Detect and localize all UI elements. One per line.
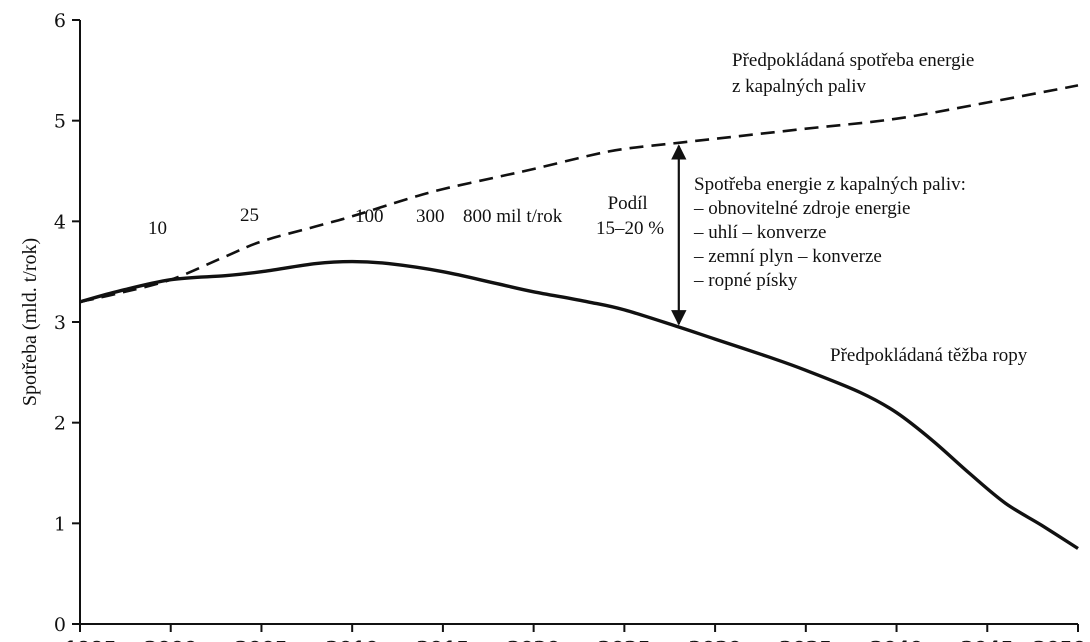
share-label-line-1: Podíl bbox=[608, 193, 648, 214]
x-tick-label: 1995 bbox=[64, 637, 117, 642]
y-tick-label: 0 bbox=[54, 614, 66, 636]
gap-value-25: 25 bbox=[240, 205, 259, 226]
series-line-consumption bbox=[79, 84, 1079, 304]
y-tick-label: 1 bbox=[54, 513, 66, 535]
x-tick-label: 2005 bbox=[235, 637, 288, 642]
x-tick-label: 2020 bbox=[507, 637, 560, 642]
y-ticks: 0 1 2 3 4 5 6 bbox=[54, 10, 80, 636]
gap-annotation-item-3: – zemní plyn – konverze bbox=[693, 246, 882, 267]
gap-value-800: 800 mil t/rok bbox=[463, 206, 563, 227]
y-axis-title: Spotřeba (mld. t/rok) bbox=[19, 238, 41, 406]
gap-value-10: 10 bbox=[148, 218, 167, 239]
y-tick-label: 5 bbox=[54, 111, 66, 133]
x-tick-label: 2035 bbox=[779, 637, 832, 642]
y-tick-label: 3 bbox=[54, 312, 66, 334]
x-tick-label: 2030 bbox=[689, 637, 742, 642]
gap-annotation-item-2: – uhlí – konverze bbox=[693, 222, 826, 243]
x-tick-label: 2040 bbox=[870, 637, 923, 642]
gap-annotation-title: Spotřeba energie z kapalných paliv: bbox=[694, 174, 966, 195]
series-line-oil-production bbox=[79, 259, 1079, 550]
series-label-consumption: Předpokládaná spotřeba energie z kapalný… bbox=[732, 50, 979, 97]
gap-value-100: 100 bbox=[355, 206, 384, 227]
share-label-line-2: 15–20 % bbox=[596, 218, 664, 239]
series-label-oil-production: Předpokládaná těžba ropy bbox=[830, 345, 1028, 366]
x-tick-label: 2010 bbox=[326, 637, 379, 642]
y-tick-label: 6 bbox=[54, 10, 66, 32]
y-tick-label: 2 bbox=[54, 413, 66, 435]
y-tick-label: 4 bbox=[54, 211, 66, 233]
share-label: Podíl 15–20 % bbox=[596, 193, 664, 239]
x-tick-label: 2025 bbox=[598, 637, 651, 642]
gap-annotation: Spotřeba energie z kapalných paliv: – ob… bbox=[693, 174, 971, 291]
x-tick-label: 2050 bbox=[1033, 637, 1086, 642]
gap-value-300: 300 bbox=[416, 206, 445, 227]
x-tick-label: 2045 bbox=[961, 637, 1014, 642]
x-ticks: 1995 2000 2005 2010 2015 2020 2025 2030 2035 2040… bbox=[64, 624, 1086, 642]
gap-annotation-item-4: – ropné písky bbox=[693, 270, 798, 291]
series-label-consumption-line-1: Předpokládaná spotřeba energie bbox=[732, 50, 974, 71]
x-tick-label: 2000 bbox=[144, 637, 197, 642]
series-label-consumption-line-2: z kapalných paliv bbox=[732, 76, 867, 97]
gap-annotation-item-1: – obnovitelné zdroje energie bbox=[693, 198, 911, 219]
x-tick-label: 2015 bbox=[416, 637, 469, 642]
